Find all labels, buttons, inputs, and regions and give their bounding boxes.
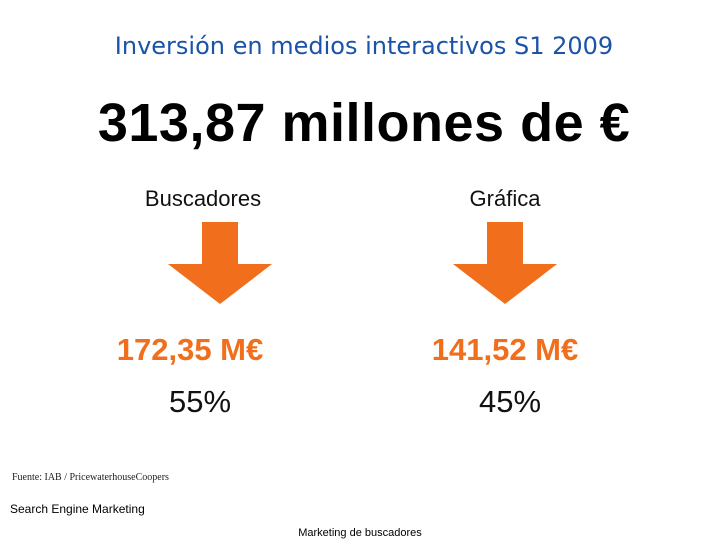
down-arrow-icon	[160, 222, 280, 309]
footer-left-text: Search Engine Marketing	[10, 502, 145, 516]
category-label-buscadores: Buscadores	[144, 186, 262, 211]
source-note: Fuente: IAB / PricewaterhouseCoopers	[12, 472, 169, 483]
category-amount-grafica: 141,52 M€	[431, 332, 579, 367]
footer-center-text: Marketing de buscadores	[298, 527, 422, 539]
slide-title: Inversión en medios interactivos S1 2009	[114, 32, 614, 60]
total-investment-headline: 313,87 millones de €	[97, 93, 631, 153]
category-percent-buscadores: 55%	[168, 384, 232, 419]
category-label-grafica: Gráfica	[469, 186, 541, 211]
category-amount-buscadores: 172,35 M€	[116, 332, 264, 367]
category-percent-grafica: 45%	[478, 384, 542, 419]
down-arrow-icon	[445, 222, 565, 309]
